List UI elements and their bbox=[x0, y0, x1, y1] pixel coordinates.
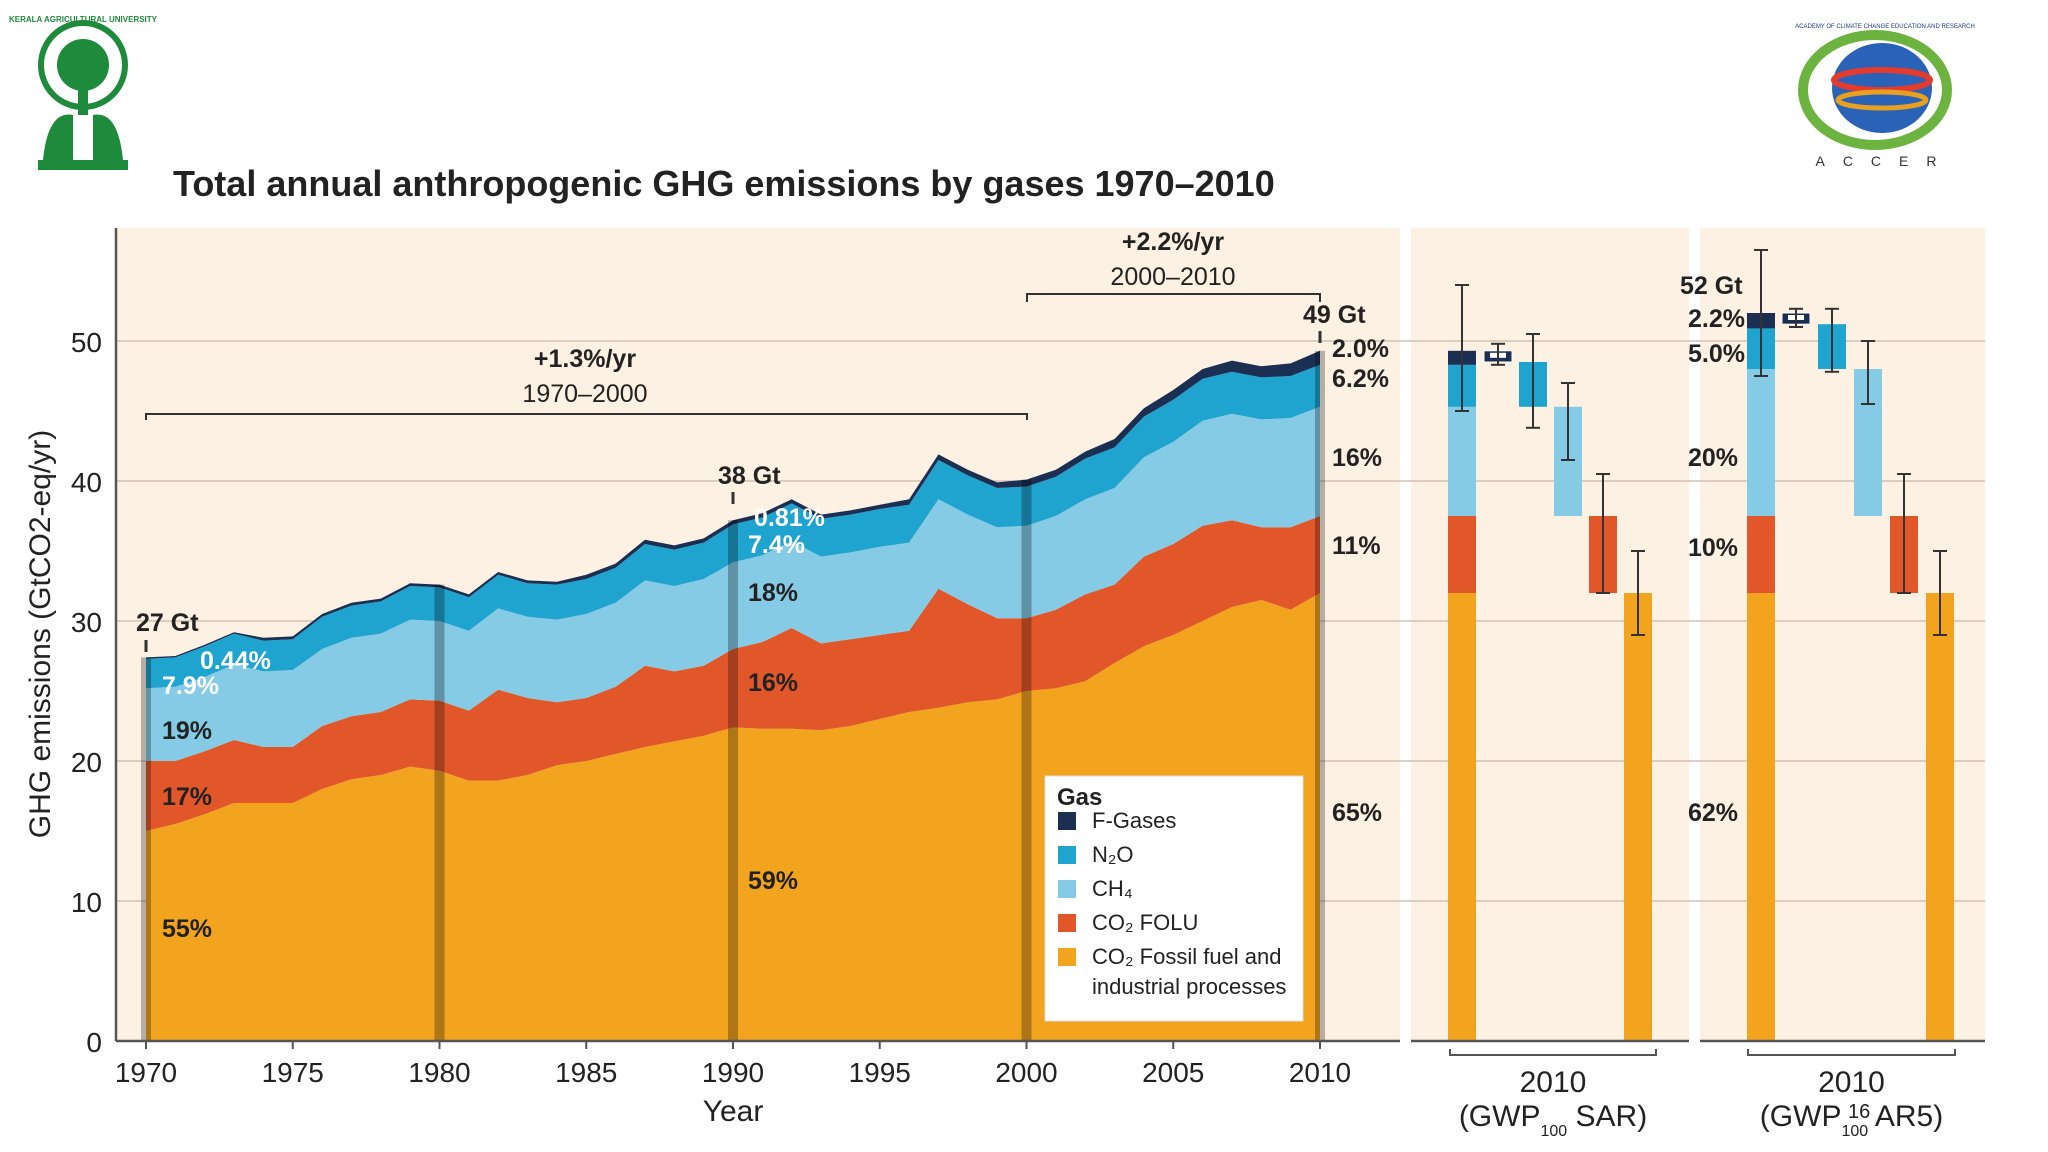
share-2010-co2ff: 65% bbox=[1332, 799, 1382, 827]
stack-AR5-co2ff bbox=[1747, 593, 1775, 1041]
legend-title: Gas bbox=[1057, 784, 1102, 811]
kau-logo: KERALA AGRICULTURAL UNIVERSITY bbox=[9, 10, 158, 175]
x-tick-1975: 1975 bbox=[262, 1057, 324, 1088]
y-tick-20: 20 bbox=[71, 747, 102, 778]
panel-label-year-SAR: 2010 bbox=[1520, 1066, 1587, 1099]
legend-label-co2folu: CO₂ FOLU bbox=[1092, 910, 1198, 935]
x-tick-2010: 2010 bbox=[1289, 1057, 1351, 1088]
total-1990: 38 Gt bbox=[718, 462, 781, 490]
legend-label-ch4: CH₄ bbox=[1092, 876, 1133, 901]
total-1970: 27 Gt bbox=[136, 609, 199, 637]
page-number: 16 bbox=[1848, 1101, 1870, 1123]
area-co2ff bbox=[146, 593, 1320, 1041]
y-tick-50: 50 bbox=[71, 327, 102, 358]
share-2010-ch4: 16% bbox=[1332, 444, 1382, 472]
legend-label-fgases: F-Gases bbox=[1092, 808, 1176, 833]
legend-swatch-fgases bbox=[1058, 812, 1076, 830]
component-SAR-co2ff bbox=[1624, 593, 1652, 1041]
year-marker-lines bbox=[141, 350, 1325, 1042]
share-1970-co2ff: 55% bbox=[162, 915, 212, 943]
y-tick-0: 0 bbox=[86, 1027, 102, 1058]
x-axis-label: Year bbox=[703, 1095, 764, 1128]
year-marker-2010 bbox=[1315, 350, 1325, 1041]
legend-label-co2ff: CO₂ Fossil fuel and bbox=[1092, 944, 1282, 969]
x-tick-1995: 1995 bbox=[849, 1057, 911, 1088]
x-tick-1990: 1990 bbox=[702, 1057, 764, 1088]
stack-SAR-ch4 bbox=[1448, 406, 1476, 516]
x-tick-1980: 1980 bbox=[408, 1057, 470, 1088]
panel-label-year-AR5: 2010 bbox=[1818, 1066, 1885, 1099]
component-AR5-co2ff bbox=[1926, 593, 1954, 1041]
growth-rate-2: +2.2%/yr bbox=[1122, 228, 1224, 256]
legend-swatch-n2o bbox=[1058, 846, 1076, 864]
accer-logo: ACADEMY OF CLIMATE CHANGE EDUCATION AND … bbox=[1795, 24, 1975, 169]
legend-swatch-co2ff bbox=[1058, 948, 1076, 966]
ar5-share-n2o: 5.0% bbox=[1688, 340, 1745, 368]
x-tick-2000: 2000 bbox=[995, 1057, 1057, 1088]
panel-SAR: 2010(GWP100 SAR) bbox=[1448, 284, 1657, 1140]
share-1970-n2o: 7.9% bbox=[162, 672, 219, 700]
share-2010-fgases: 2.0% bbox=[1332, 335, 1389, 363]
growth-bracket-2 bbox=[1026, 293, 1321, 302]
share-2010-co2folu: 11% bbox=[1332, 532, 1381, 560]
growth-period-2: 2000–2010 bbox=[1110, 263, 1235, 291]
side-panels: 2010(GWP100 SAR)2010(GWP100 AR5)52 Gt2.2… bbox=[1448, 249, 1956, 1140]
share-1990-co2folu: 16% bbox=[748, 669, 798, 697]
area-co2folu bbox=[146, 516, 1320, 831]
x-tick-1985: 1985 bbox=[555, 1057, 617, 1088]
y-axis-label: GHG emissions (GtCO2-eq/yr) bbox=[24, 430, 57, 838]
panel-label-gwp-AR5: (GWP100 AR5) bbox=[1760, 1100, 1943, 1140]
legend-swatch-ch4 bbox=[1058, 880, 1076, 898]
year-marker-1970 bbox=[141, 657, 151, 1041]
ar5-share-ch4: 20% bbox=[1688, 444, 1738, 472]
ar5-total: 52 Gt bbox=[1680, 272, 1743, 300]
panel-AR5: 2010(GWP100 AR5) 52 Gt 2.2% 5.0% 20% 10% 62% bbox=[1680, 249, 1956, 1140]
panel-bracket-SAR bbox=[1449, 1049, 1657, 1056]
accer-logo-text: ACCER bbox=[1815, 153, 1954, 169]
stack-AR5-ch4 bbox=[1747, 369, 1775, 516]
share-1970-ch4: 19% bbox=[162, 717, 212, 745]
kau-logo-text: KERALA AGRICULTURAL UNIVERSITY bbox=[9, 15, 158, 24]
area-ch4 bbox=[146, 406, 1320, 761]
panel-label-gwp-SAR: (GWP100 SAR) bbox=[1459, 1100, 1647, 1140]
share-1970-fgases: 0.44% bbox=[200, 647, 271, 675]
y-tick-30: 30 bbox=[71, 607, 102, 638]
area-n2o bbox=[146, 364, 1320, 689]
y-tick-40: 40 bbox=[71, 467, 102, 498]
year-marker-2000 bbox=[1021, 479, 1032, 1042]
legend-label-n2o: N₂O bbox=[1092, 842, 1134, 867]
annotations: 27 Gt 38 Gt 49 Gt +1.3%/yr 1970–2000 +2.2%/yr… bbox=[136, 228, 1389, 943]
total-2010: 49 Gt bbox=[1303, 301, 1366, 329]
growth-period-1: 1970–2000 bbox=[522, 380, 647, 408]
stack-AR5-co2folu bbox=[1747, 516, 1775, 593]
year-marker-1980 bbox=[434, 584, 445, 1041]
area-series bbox=[146, 350, 1320, 1041]
legend-label2-co2ff: industrial processes bbox=[1092, 974, 1286, 999]
ar5-share-fgases: 2.2% bbox=[1688, 305, 1745, 333]
share-1990-ch4: 18% bbox=[748, 579, 798, 607]
panel-bracket-AR5 bbox=[1747, 1049, 1956, 1056]
growth-rate-1: +1.3%/yr bbox=[534, 345, 636, 373]
x-tick-2005: 2005 bbox=[1142, 1057, 1204, 1088]
ar5-share-co2folu: 10% bbox=[1688, 534, 1738, 562]
share-1990-co2ff: 59% bbox=[748, 867, 798, 895]
stack-SAR-co2ff bbox=[1448, 593, 1476, 1041]
y-tick-labels: 0 10 20 30 40 50 bbox=[71, 327, 102, 1058]
share-2010-n2o: 6.2% bbox=[1332, 365, 1389, 393]
legend: Gas F-Gases N₂O CH₄ CO₂ FOLU CO₂ Fossil fuel… bbox=[1044, 775, 1304, 1022]
chart-title: Total annual anthropogenic GHG emissions… bbox=[173, 163, 1275, 204]
growth-bracket-1 bbox=[145, 413, 1028, 420]
x-tick-labels: 1970 1975 1980 1985 1990 1995 2000 2005 2010 bbox=[115, 1041, 1351, 1088]
year-marker-1990 bbox=[728, 520, 738, 1041]
share-1990-n2o: 7.4% bbox=[748, 531, 805, 559]
stack-SAR-co2folu bbox=[1448, 516, 1476, 593]
share-1970-co2folu: 17% bbox=[162, 783, 212, 811]
legend-swatch-co2folu bbox=[1058, 914, 1076, 932]
share-1990-fgases: 0.81% bbox=[754, 504, 825, 532]
x-tick-1970: 1970 bbox=[115, 1057, 177, 1088]
accer-arc-text: ACADEMY OF CLIMATE CHANGE EDUCATION AND … bbox=[1795, 24, 1975, 30]
y-tick-10: 10 bbox=[71, 887, 102, 918]
ar5-share-co2ff: 62% bbox=[1688, 799, 1738, 827]
